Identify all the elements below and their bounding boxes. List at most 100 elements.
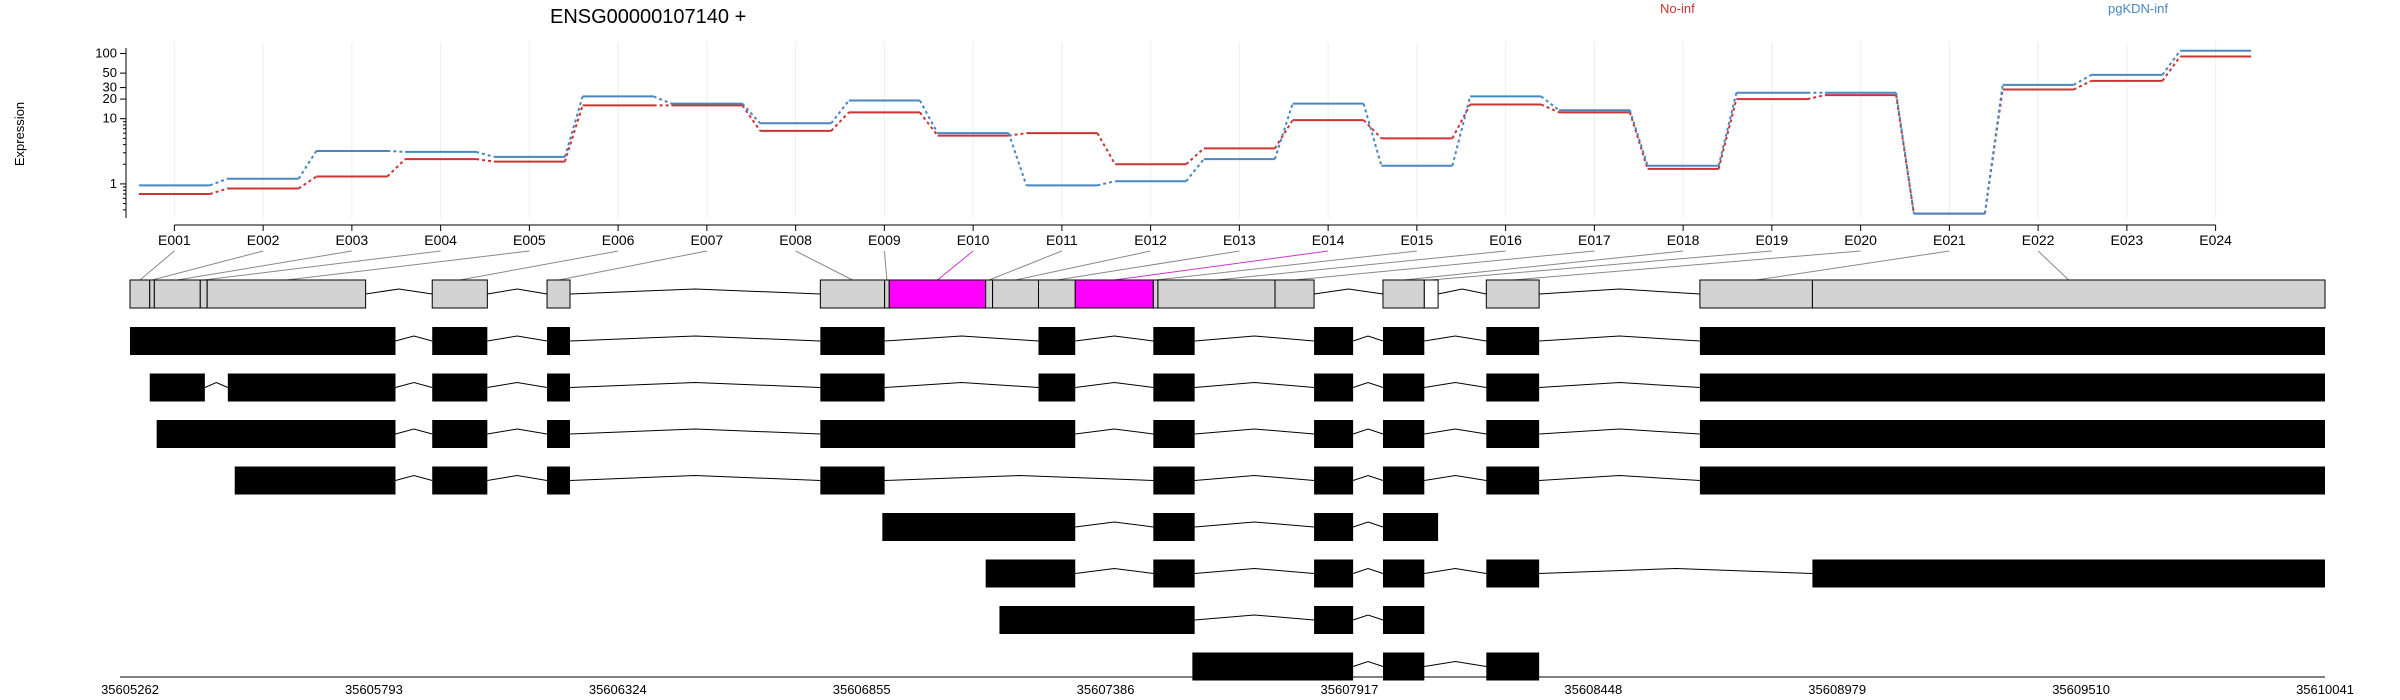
exon-tick-label: E004: [424, 232, 457, 248]
transcript-exon: [1486, 466, 1540, 495]
series-connector: [1717, 92, 1738, 166]
exon-tick-label: E012: [1134, 232, 1167, 248]
genomic-tick-label: 35608979: [1808, 682, 1866, 697]
transcript-exon: [130, 327, 396, 355]
y-tick-label: 10: [103, 111, 117, 126]
transcript-exon: [1382, 466, 1425, 495]
transcript-intron: [1539, 567, 1813, 574]
exon-bin: [153, 279, 201, 309]
transcript-exon: [1486, 420, 1540, 448]
transcript-exon: [432, 466, 488, 495]
exon-connector: [459, 250, 619, 281]
transcript-exon: [985, 559, 1076, 588]
series-connector: [741, 102, 761, 124]
series-connector: [2161, 50, 2181, 76]
transcript-exon: [1314, 327, 1354, 355]
exon-tick-label: E020: [1844, 232, 1877, 248]
exon-connector: [203, 250, 441, 281]
transcript-intron: [884, 335, 1039, 342]
gene-intron: [569, 288, 821, 295]
transcript-exon: [547, 466, 571, 495]
series-connector: [918, 100, 939, 134]
exon-tick-label: E022: [2022, 232, 2055, 248]
exon-connector: [1756, 250, 1950, 281]
y-tick-label: 100: [95, 45, 117, 60]
transcript-intron: [1194, 428, 1315, 435]
exon-tick-label: E015: [1401, 232, 1434, 248]
transcript-exon: [156, 420, 396, 448]
transcript-exon: [227, 373, 396, 402]
exon-bin: [149, 279, 155, 309]
exon-tick-label: E024: [2199, 232, 2232, 248]
transcript-exon: [1699, 466, 2325, 495]
series-connector: [2073, 79, 2092, 91]
gene-model: [129, 279, 2326, 309]
exon-bin: [992, 279, 1039, 309]
transcript-exon: [1382, 652, 1425, 681]
transcript-exon: [234, 466, 396, 495]
transcript-exon: [432, 420, 488, 448]
series-connector: [653, 95, 672, 105]
transcript-intron: [1352, 521, 1384, 528]
transcript-intron: [487, 474, 548, 481]
transcript-exon: [1038, 373, 1076, 402]
transcript-intron: [1075, 521, 1154, 528]
transcript-intron: [1539, 474, 1700, 481]
transcript-exon: [1382, 420, 1425, 448]
exon-bin: [884, 279, 890, 309]
transcript-models: [130, 327, 2325, 681]
transcript-intron: [1539, 381, 1700, 388]
exon-tick-label: E002: [247, 232, 280, 248]
series-connector: [1097, 180, 1116, 187]
series-connector: [563, 96, 584, 158]
genomic-tick-label: 35608448: [1564, 682, 1622, 697]
transcript-exon: [1192, 652, 1354, 681]
y-tick-label: 50: [103, 65, 117, 80]
y-axis-label: Expression: [12, 102, 27, 166]
transcript-exon: [1314, 466, 1354, 495]
transcript-exon: [820, 373, 885, 402]
transcript-intron: [1424, 381, 1487, 388]
transcript-intron: [204, 381, 229, 388]
transcript-intron: [1352, 335, 1384, 342]
exon-connector: [1512, 250, 1861, 281]
series-connector: [209, 177, 228, 187]
transcript-exon: [1153, 466, 1195, 495]
genomic-tick-label: 35610041: [2296, 682, 2354, 697]
series-connector: [1628, 109, 1649, 167]
transcript-6: [985, 559, 2325, 588]
transcript-intron: [1194, 614, 1315, 621]
transcript-exon: [1153, 559, 1195, 588]
transcript-intron: [395, 335, 433, 342]
exon-connector: [286, 250, 530, 281]
exon-bin: [1074, 279, 1154, 309]
series-connector: [475, 150, 495, 158]
exon-connectors: [139, 250, 2070, 281]
series-connector: [1007, 132, 1028, 186]
transcript-3: [156, 420, 2325, 448]
transcript-exon: [1314, 373, 1354, 402]
transcript-intron: [395, 381, 433, 388]
exon-bin: [1485, 279, 1540, 309]
transcript-intron: [1352, 614, 1384, 621]
transcript-intron: [1352, 660, 1384, 667]
series-connector: [1895, 94, 1915, 214]
exon-bin: [1157, 279, 1276, 309]
transcript-8: [1192, 652, 1540, 681]
exon-tick-label: E008: [779, 232, 812, 248]
transcript-intron: [395, 474, 433, 481]
transcript-intron: [1194, 521, 1315, 528]
exon-connector: [1294, 250, 1595, 281]
transcript-7: [999, 606, 1425, 634]
exon-bin: [546, 279, 571, 309]
exon-tick-label: E006: [602, 232, 635, 248]
transcript-exon: [1486, 327, 1540, 355]
transcript-intron: [1352, 381, 1384, 388]
transcript-exon: [1314, 606, 1354, 634]
transcript-exon: [1153, 373, 1195, 402]
exon-axis: E001 E002 E003 E004 E005 E006 E007 E008 E009 E010…: [158, 224, 2232, 248]
exon-tick-label: E013: [1223, 232, 1256, 248]
gene-intron: [487, 288, 548, 295]
